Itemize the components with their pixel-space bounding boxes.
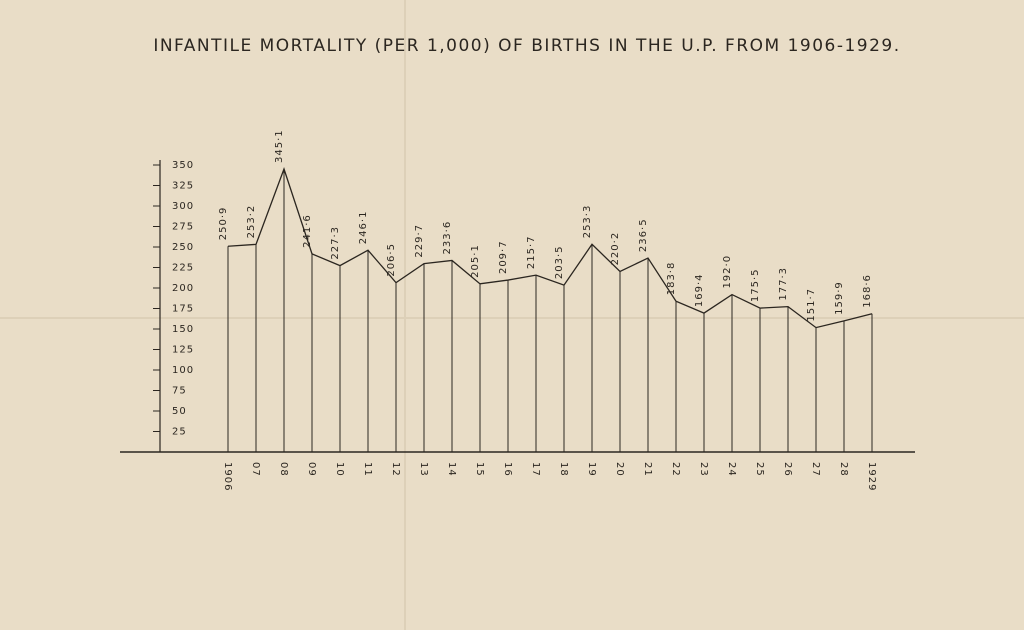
- y-tick-label: 225: [172, 263, 194, 274]
- y-tick-label: 350: [172, 160, 194, 171]
- x-tick-label: 10: [334, 462, 345, 477]
- x-tick-label: 24: [726, 462, 737, 477]
- y-tick-label: 250: [172, 242, 194, 253]
- value-label: 159·9: [834, 281, 845, 315]
- value-label: 206·5: [386, 243, 397, 277]
- value-label: 183·8: [666, 262, 677, 296]
- value-label: 177·3: [778, 267, 789, 301]
- x-tick-label: 16: [502, 462, 513, 477]
- value-label: 246·1: [358, 211, 369, 245]
- value-label: 203·5: [554, 245, 565, 279]
- value-label: 229·7: [414, 224, 425, 258]
- x-tick-label: 26: [782, 462, 793, 477]
- value-label: 209·7: [498, 240, 509, 274]
- value-label: 250·9: [218, 207, 229, 241]
- y-tick-label: 325: [172, 181, 194, 192]
- y-tick-label: 150: [172, 324, 194, 335]
- value-label: 345·1: [274, 129, 285, 163]
- x-tick-label: 21: [642, 462, 653, 477]
- x-tick-label: 08: [278, 462, 289, 477]
- value-label: 151·7: [806, 288, 817, 322]
- value-label: 236·5: [638, 218, 649, 252]
- value-label: 175·5: [750, 268, 761, 302]
- y-tick-label: 175: [172, 304, 194, 315]
- x-tick-label: 19: [586, 462, 597, 477]
- x-tick-label: 23: [698, 462, 709, 477]
- x-tick-label: 15: [474, 462, 485, 477]
- y-tick-label: 125: [172, 345, 194, 356]
- y-tick-label: 50: [172, 406, 187, 417]
- x-tick-label: 22: [670, 462, 681, 477]
- x-tick-label: 28: [838, 462, 849, 477]
- y-tick-label: 75: [172, 386, 187, 397]
- y-tick-label: 200: [172, 283, 194, 294]
- value-label: 227·3: [330, 226, 341, 260]
- value-label: 169·4: [694, 273, 705, 307]
- value-label: 168·6: [862, 274, 873, 308]
- x-tick-label: 20: [614, 462, 625, 477]
- value-label: 253·3: [582, 205, 593, 239]
- x-tick-label: 07: [250, 462, 261, 477]
- x-tick-label: 1929: [866, 462, 877, 491]
- value-label: 233·6: [442, 221, 453, 255]
- x-tick-label: 27: [810, 462, 821, 477]
- x-tick-label: 25: [754, 462, 765, 477]
- x-tick-label: 09: [306, 462, 317, 477]
- value-label: 192·0: [722, 255, 733, 289]
- y-tick-label: 275: [172, 222, 194, 233]
- x-tick-label: 17: [530, 462, 541, 477]
- y-tick-label: 300: [172, 201, 194, 212]
- x-tick-label: 11: [362, 462, 373, 477]
- value-label: 215·7: [526, 235, 537, 269]
- x-tick-label: 13: [418, 462, 429, 477]
- chart-title: INFANTILE MORTALITY (PER 1,000) OF BIRTH…: [153, 36, 900, 56]
- x-tick-label: 14: [446, 462, 457, 477]
- y-tick-label: 25: [172, 427, 187, 438]
- x-tick-label: 12: [390, 462, 401, 477]
- value-label: 253·2: [246, 205, 257, 239]
- x-tick-label: 1906: [222, 462, 233, 491]
- x-tick-label: 18: [558, 462, 569, 477]
- data-line: [227, 167, 873, 329]
- value-label: 241·6: [302, 214, 313, 248]
- value-label: 220·2: [610, 232, 621, 266]
- y-tick-label: 100: [172, 365, 194, 376]
- value-label: 205·1: [470, 244, 481, 278]
